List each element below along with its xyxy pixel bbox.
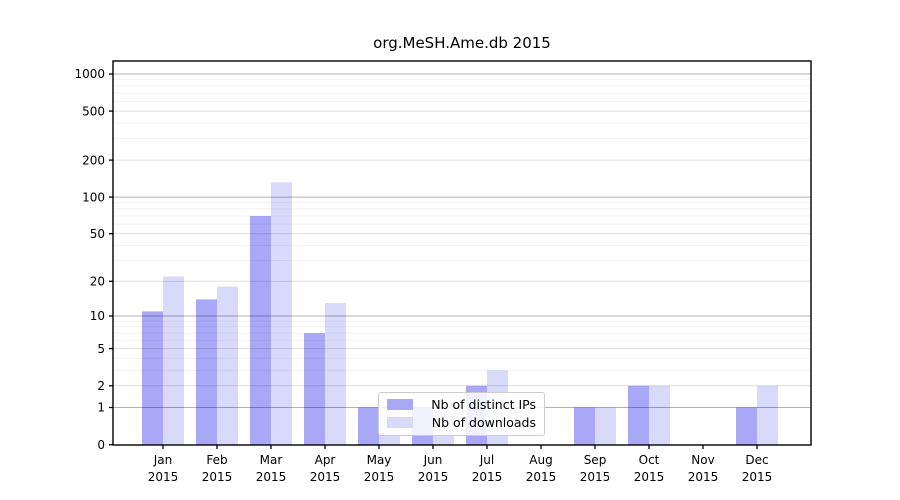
- bar: [250, 216, 271, 445]
- x-tick-label-month: Jan: [153, 453, 173, 467]
- x-tick-label-year: 2015: [202, 470, 233, 484]
- legend-label-distinct-ips: Nb of distinct IPs: [431, 397, 536, 412]
- x-tick-label-year: 2015: [472, 470, 503, 484]
- bar: [325, 303, 346, 445]
- chart-title: org.MeSH.Ame.db 2015: [373, 34, 551, 52]
- x-tick-label-year: 2015: [580, 470, 611, 484]
- x-tick-label-year: 2015: [688, 470, 719, 484]
- x-tick-label-month: Feb: [206, 453, 227, 467]
- x-tick-label-month: Nov: [691, 453, 714, 467]
- x-tick-label-year: 2015: [364, 470, 395, 484]
- bar: [649, 385, 670, 445]
- y-tick-label: 0: [97, 438, 105, 452]
- x-tick-label-month: Sep: [584, 453, 607, 467]
- y-tick-label: 5: [97, 342, 105, 356]
- x-tick-label-year: 2015: [742, 470, 773, 484]
- bar: [163, 276, 184, 445]
- x-tick-label-year: 2015: [634, 470, 665, 484]
- x-tick-label-month: Aug: [529, 453, 552, 467]
- y-tick-label: 200: [82, 153, 105, 167]
- y-tick-label: 1000: [74, 67, 105, 81]
- x-tick-label-month: Mar: [260, 453, 283, 467]
- x-tick-label-month: Oct: [639, 453, 660, 467]
- bar: [142, 311, 163, 445]
- minor-gridlines: [113, 79, 811, 371]
- x-tick-label-year: 2015: [256, 470, 287, 484]
- x-tick-label-year: 2015: [526, 470, 557, 484]
- bar: [736, 407, 757, 445]
- y-tick-label: 50: [90, 227, 105, 241]
- x-tick-label-year: 2015: [148, 470, 179, 484]
- legend: Nb of distinct IPs Nb of downloads: [378, 392, 545, 436]
- bar: [304, 333, 325, 445]
- y-tick-label: 2: [97, 379, 105, 393]
- bar: [574, 407, 595, 445]
- y-tick-label: 1: [97, 401, 105, 415]
- x-tick-label-year: 2015: [310, 470, 341, 484]
- x-tick-label-year: 2015: [418, 470, 449, 484]
- x-tick-label-month: Jun: [423, 453, 443, 467]
- bar: [757, 385, 778, 445]
- bar: [196, 299, 217, 445]
- y-axis: 0 1 2 5 10 20 50 100 200 500 1000: [74, 67, 113, 452]
- y-tick-label: 20: [90, 275, 105, 289]
- series-downloads: [163, 182, 778, 445]
- bar: [217, 286, 238, 445]
- x-axis: Jan 2015 Feb 2015 Mar 2015 Apr 2015 May 2015 Jun 20…: [148, 445, 773, 484]
- x-tick-label-month: Dec: [745, 453, 768, 467]
- plot-border: [112, 60, 812, 446]
- legend-swatch-distinct-ips: [387, 399, 413, 410]
- y-tick-label: 500: [82, 104, 105, 118]
- x-tick-label-month: Jul: [479, 453, 494, 467]
- bar: [271, 182, 292, 445]
- bar: [358, 407, 379, 445]
- legend-item-distinct-ips: Nb of distinct IPs: [387, 397, 536, 412]
- legend-item-downloads: Nb of downloads: [387, 415, 536, 430]
- x-tick-label-month: May: [367, 453, 392, 467]
- x-tick-label-month: Apr: [315, 453, 336, 467]
- y-tick-label: 10: [90, 309, 105, 323]
- legend-label-downloads: Nb of downloads: [431, 415, 536, 430]
- legend-swatch-downloads: [387, 417, 413, 428]
- bar: [595, 407, 616, 445]
- y-tick-label: 100: [82, 190, 105, 204]
- bar: [628, 385, 649, 445]
